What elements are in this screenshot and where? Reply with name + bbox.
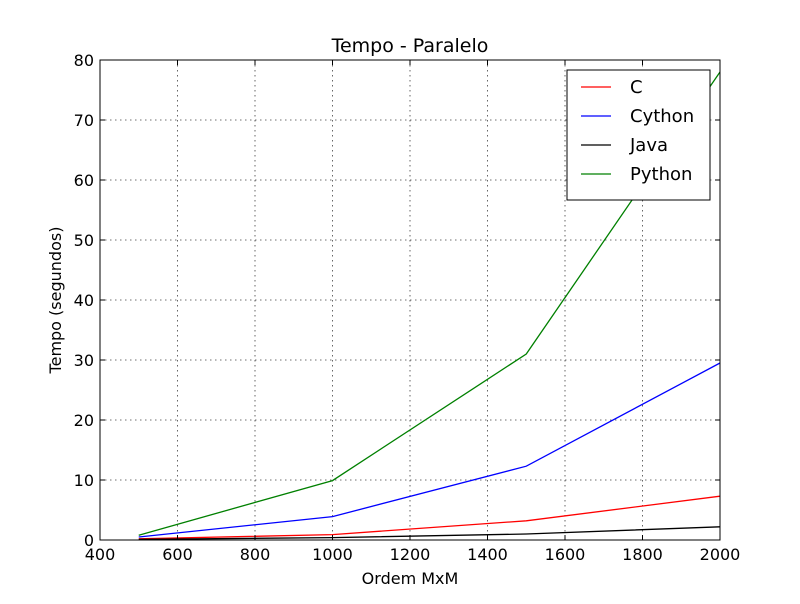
legend-box: [566, 69, 711, 201]
x-tick-label: 2000: [700, 545, 741, 564]
grid: [100, 60, 720, 540]
y-tick-label: 30: [74, 351, 94, 370]
x-tick-label: 800: [240, 545, 271, 564]
y-tick-label: 0: [84, 531, 94, 550]
series-line-java: [138, 526, 721, 541]
x-tick-label: 600: [162, 545, 193, 564]
series-line-cython: [138, 362, 721, 538]
legend-label: Java: [629, 135, 668, 156]
x-tick-label: 1200: [390, 545, 431, 564]
series-line-python: [138, 71, 721, 536]
axis-ticks: 400 600 800 1000 1200 1400 1600 1800 2000 0 10 20 30…: [74, 51, 741, 564]
y-axis-label: Tempo (segundos): [46, 227, 65, 375]
y-tick-label: 70: [74, 111, 94, 130]
y-tick-label: 10: [74, 471, 94, 490]
y-tick-label: 60: [74, 171, 94, 190]
y-tick-label: 20: [74, 411, 94, 430]
x-tick-label: 400: [85, 545, 116, 564]
x-tick-label: 1400: [467, 545, 508, 564]
x-tick-label: 1800: [622, 545, 663, 564]
y-tick-label: 80: [74, 51, 94, 70]
legend: C Cython Java Python: [566, 69, 711, 201]
series-line-c: [138, 495, 721, 540]
chart-title: Tempo - Paralelo: [331, 35, 489, 57]
legend-label: Cython: [630, 106, 694, 127]
y-tick-label: 50: [74, 231, 94, 250]
y-tick-label: 40: [74, 291, 94, 310]
x-tick-label: 1600: [545, 545, 586, 564]
series-lines: [138, 71, 721, 541]
x-axis-label: Ordem MxM: [362, 569, 459, 588]
x-tick-label: 1000: [312, 545, 353, 564]
legend-label: C: [630, 77, 643, 98]
legend-label: Python: [630, 164, 692, 185]
